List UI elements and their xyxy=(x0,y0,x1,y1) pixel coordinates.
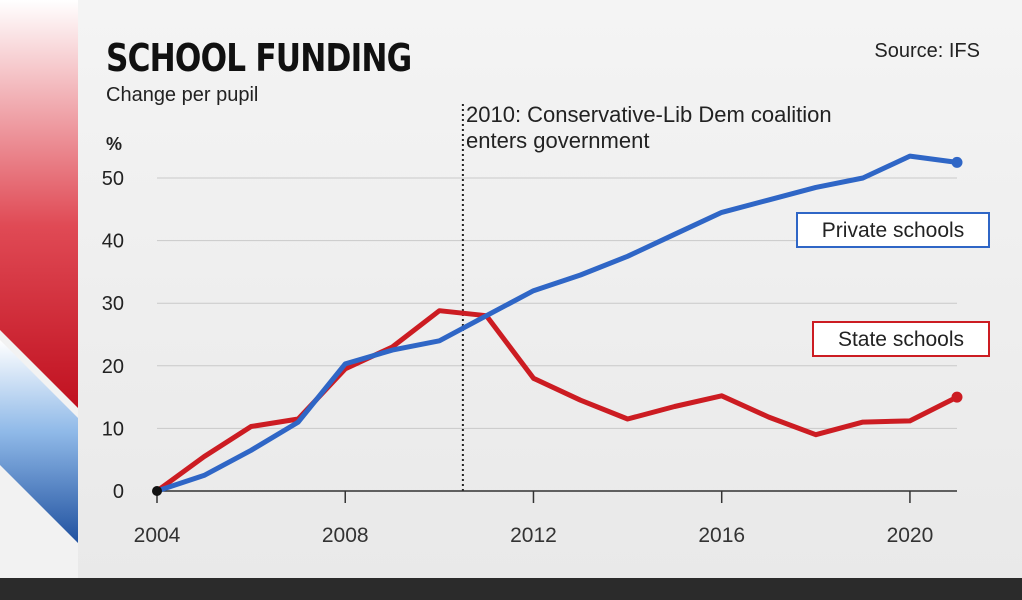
x-tick-label-2004: 2004 xyxy=(134,524,181,547)
y-tick-label-30: 30 xyxy=(102,293,124,315)
legend-label-private: Private schools xyxy=(822,219,964,242)
x-tick-label-2012: 2012 xyxy=(510,524,557,547)
y-tick-label-10: 10 xyxy=(102,418,124,440)
source-label: Source: IFS xyxy=(874,40,980,62)
y-tick-label-40: 40 xyxy=(102,231,124,253)
annotation-line-1: 2010: Conservative-Lib Dem coalition xyxy=(466,102,832,127)
y-tick-label-50: 50 xyxy=(102,168,124,190)
series-end-marker-state xyxy=(951,391,963,403)
x-tick-label-2020: 2020 xyxy=(887,524,934,547)
annotation-line-2: enters government xyxy=(466,128,649,153)
series-layer xyxy=(152,153,963,496)
chart-title: SCHOOL FUNDING xyxy=(106,36,412,80)
bottom-bar xyxy=(0,578,1022,600)
legend-box-state xyxy=(812,321,990,357)
y-tick-label-0: 0 xyxy=(113,481,124,503)
legend-layer: Private schools State schools xyxy=(796,212,990,357)
series-line-state xyxy=(154,308,960,494)
series-end-marker-private xyxy=(951,156,963,168)
annotation-layer: 2010: Conservative-Lib Dem coalitionente… xyxy=(461,102,832,491)
x-tick-label-2016: 2016 xyxy=(698,524,745,547)
chart-panel xyxy=(78,0,1022,578)
origin-marker xyxy=(152,486,162,496)
x-tick-label-2008: 2008 xyxy=(322,524,369,547)
side-ribbon-decoration xyxy=(0,0,80,578)
legend-label-state: State schools xyxy=(838,328,964,351)
series-line-private xyxy=(154,153,960,494)
y-axis-unit-label: % xyxy=(106,134,122,154)
chart-subtitle: Change per pupil xyxy=(106,84,259,106)
legend-box-private xyxy=(796,212,990,248)
axes: 0 10 20 30 40 50% 2004 2008 2012 2016 2020 xyxy=(102,134,957,547)
y-tick-label-20: 20 xyxy=(102,356,124,378)
